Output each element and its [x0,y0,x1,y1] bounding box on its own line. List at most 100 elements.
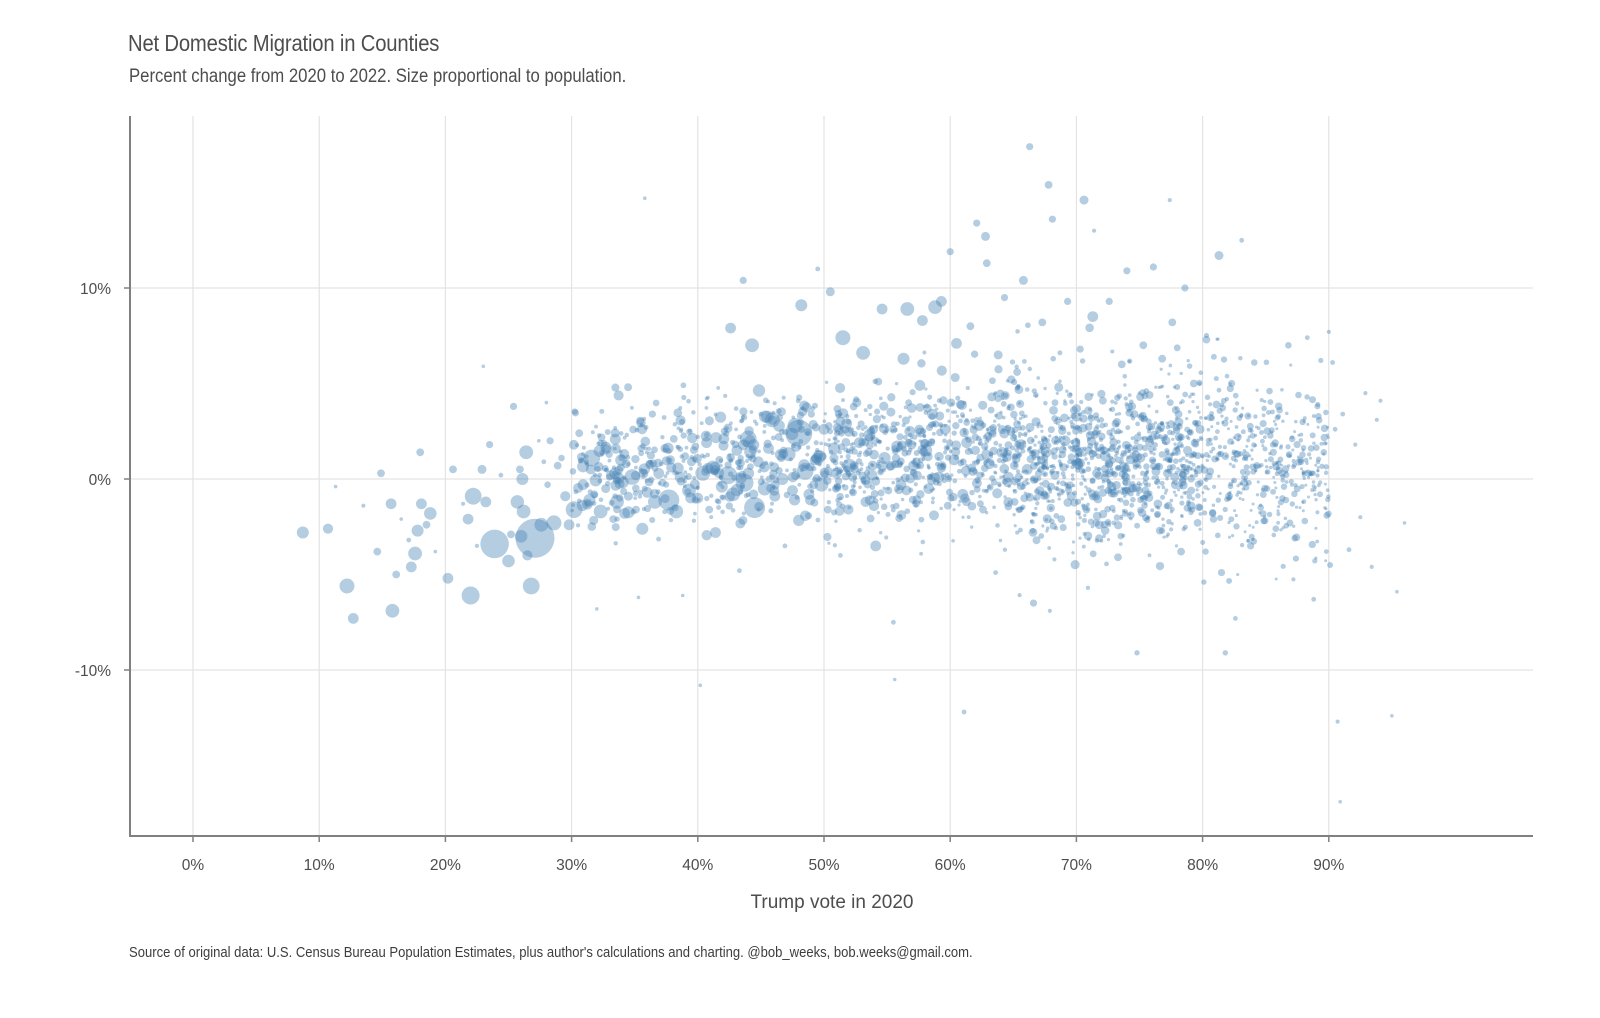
data-point [1164,449,1170,455]
data-point [1136,453,1146,463]
data-point [995,523,1000,528]
data-point [904,438,913,447]
data-point [1305,461,1309,465]
data-point [924,403,930,409]
data-point [411,524,424,537]
data-point [672,470,678,476]
data-point [1141,502,1148,509]
data-point [834,486,838,490]
data-point [718,474,724,480]
data-point [1074,437,1079,442]
data-point [1170,480,1180,490]
data-point [700,453,705,458]
data-point [1077,465,1082,469]
data-point [945,445,950,450]
data-point [1106,470,1111,475]
data-point [1099,446,1108,455]
data-point [1039,442,1048,451]
data-point [1162,535,1166,539]
data-point [1078,417,1083,422]
data-point [994,365,1003,374]
data-point [797,425,806,433]
data-point [856,425,861,431]
data-point [1174,451,1179,455]
data-point [936,480,940,484]
data-point [1079,453,1083,457]
data-point [1151,475,1156,480]
data-point [1193,468,1197,473]
data-point [825,287,835,297]
data-point [973,420,985,431]
data-point [945,446,950,450]
data-point [1249,508,1253,512]
data-point [605,450,613,458]
data-point [1011,479,1018,486]
data-point [987,406,995,414]
data-point [1155,430,1159,434]
data-point [938,422,944,428]
data-point [1251,442,1257,448]
data-point [1114,465,1121,472]
data-point [1007,429,1011,433]
data-point [1178,478,1187,487]
data-point [643,196,647,200]
data-point [870,431,874,435]
data-point [1084,457,1088,461]
data-point [1166,399,1174,406]
data-point [610,495,624,509]
data-point [1114,412,1118,417]
data-point [1155,505,1159,509]
data-point [611,383,620,392]
data-point [1020,484,1026,490]
data-point [837,443,846,451]
data-point [735,518,746,529]
data-point [1255,493,1260,497]
data-point [811,466,817,472]
data-point [1212,400,1221,409]
data-point [1204,394,1211,401]
data-point [689,455,694,460]
data-point [715,411,727,423]
data-point [590,490,599,499]
data-point [1082,477,1086,481]
data-point [1085,323,1094,333]
data-point [1309,472,1313,477]
data-point [786,427,799,441]
data-point [1156,485,1161,489]
data-point [872,414,882,424]
data-point [1048,489,1053,494]
data-point [1164,434,1169,438]
data-point [993,350,1003,360]
data-point [1087,442,1094,449]
data-point [887,393,896,402]
data-point [1136,414,1141,418]
data-point [1106,453,1111,458]
data-point [908,495,917,504]
data-point [1079,414,1088,423]
data-point [405,561,417,573]
data-point [1066,481,1074,489]
data-point [838,408,849,419]
data-point [753,419,757,424]
data-point [796,411,805,420]
data-point [1012,489,1018,494]
data-point [1054,417,1059,422]
data-point [1220,397,1227,404]
data-point [864,495,875,505]
data-point [1081,409,1086,415]
data-point [684,475,689,480]
data-point [1186,499,1191,505]
data-point [930,420,937,427]
x-axis-title: Trump vote in 2020 [751,892,914,913]
data-point [1311,596,1317,602]
x-tick-label: 10% [304,857,335,874]
data-point [1155,426,1162,434]
data-point [1174,432,1184,442]
data-point [763,460,769,466]
data-point [1078,536,1082,540]
data-point [877,439,882,444]
data-point [1063,498,1073,507]
data-point [937,461,947,471]
data-point [835,501,843,508]
data-point [634,465,638,470]
